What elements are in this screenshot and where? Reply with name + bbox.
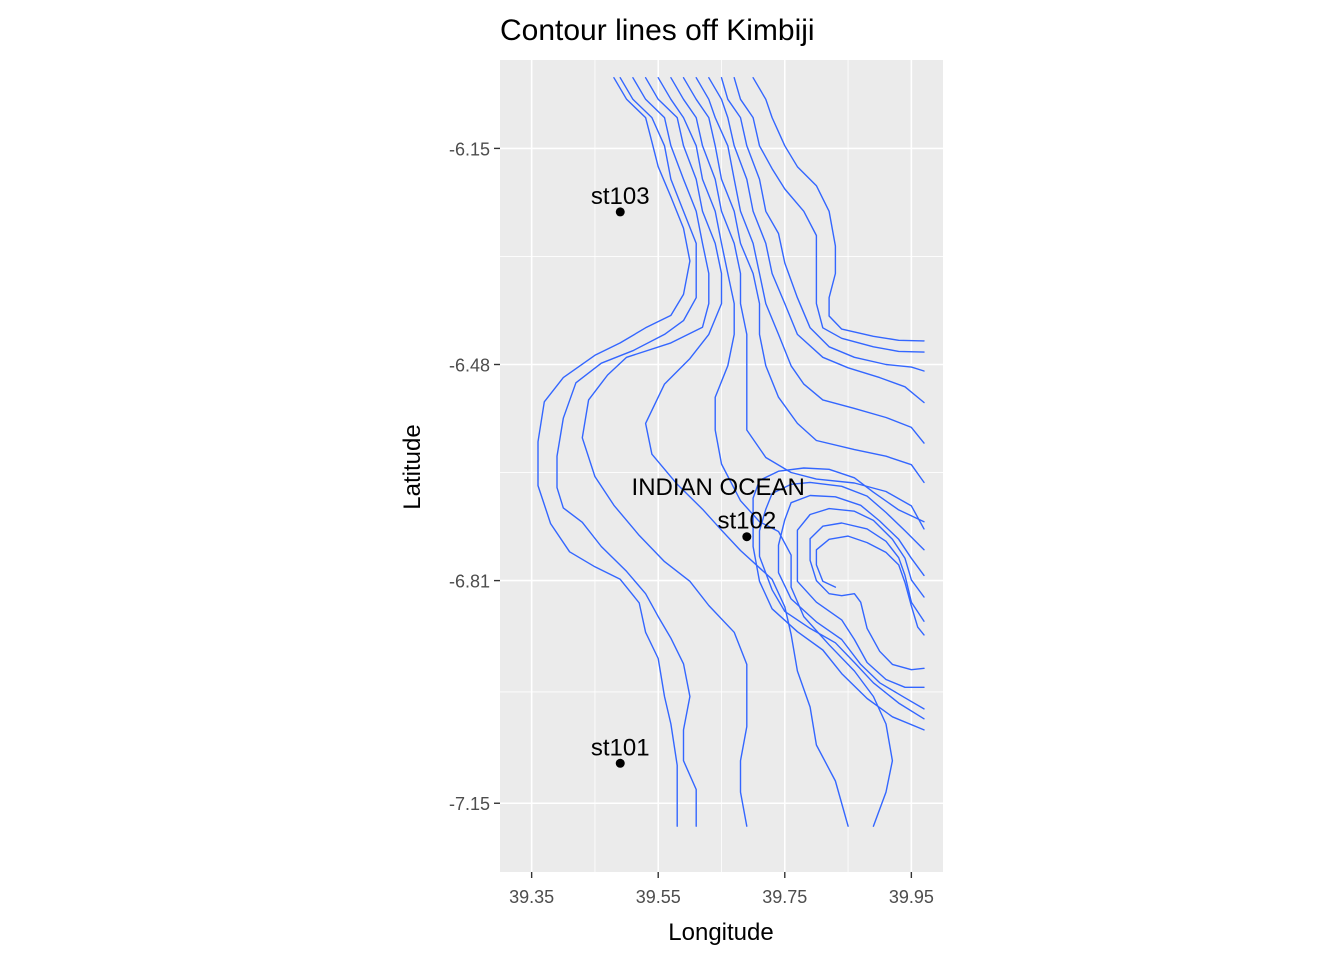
station-point-st102 bbox=[742, 532, 752, 542]
contour-line-6 bbox=[670, 77, 925, 530]
contour-line-14 bbox=[809, 522, 925, 671]
contour-line-7 bbox=[682, 77, 925, 484]
contour-line-3 bbox=[581, 77, 748, 827]
station-label-st102: st102 bbox=[717, 508, 776, 535]
chart-title: Contour lines off Kimbiji bbox=[500, 14, 815, 47]
contour-line-9 bbox=[708, 77, 925, 404]
contour-line-10 bbox=[720, 77, 925, 372]
contour-line-13 bbox=[815, 535, 925, 636]
contour-line-11 bbox=[733, 77, 925, 353]
contour-line-1 bbox=[537, 77, 691, 827]
contour-lines bbox=[537, 77, 925, 827]
station-label-st101: st101 bbox=[591, 734, 650, 761]
x-tick-label-3: 39.95 bbox=[889, 887, 934, 907]
x-tick-label-2: 39.75 bbox=[762, 887, 807, 907]
contour-line-5 bbox=[657, 77, 894, 827]
contour-line-8 bbox=[695, 77, 925, 444]
station-label-st103: st103 bbox=[591, 183, 650, 210]
indian-ocean-label: INDIAN OCEAN bbox=[632, 474, 805, 501]
contour-line-2 bbox=[556, 77, 697, 827]
contour-line-16 bbox=[777, 494, 925, 710]
y-tick-label-1: -6.48 bbox=[449, 356, 490, 376]
y-axis-title: Latitude bbox=[399, 424, 426, 509]
contour-line-12 bbox=[752, 77, 925, 342]
station-point-st101 bbox=[615, 758, 625, 768]
contour-line-17 bbox=[758, 481, 925, 720]
x-tick-label-1: 39.55 bbox=[636, 887, 681, 907]
x-tick-label-0: 39.35 bbox=[509, 887, 554, 907]
grid-lines bbox=[500, 60, 943, 872]
y-tick-label-3: -7.15 bbox=[449, 794, 490, 814]
stations: st103 st102 st101 bbox=[591, 183, 776, 768]
contour-line-4 bbox=[644, 77, 849, 827]
x-axis-title: Longitude bbox=[668, 919, 773, 946]
contour-line-18 bbox=[752, 467, 925, 731]
y-axis-ticks: -6.15 -6.48 -6.81 -7.15 bbox=[449, 139, 500, 814]
x-axis-ticks: 39.35 39.55 39.75 39.95 bbox=[509, 872, 934, 907]
contour-line-15 bbox=[796, 507, 925, 688]
y-tick-label-0: -6.15 bbox=[449, 139, 490, 159]
station-point-st103 bbox=[615, 207, 625, 217]
y-tick-label-2: -6.81 bbox=[449, 572, 490, 592]
